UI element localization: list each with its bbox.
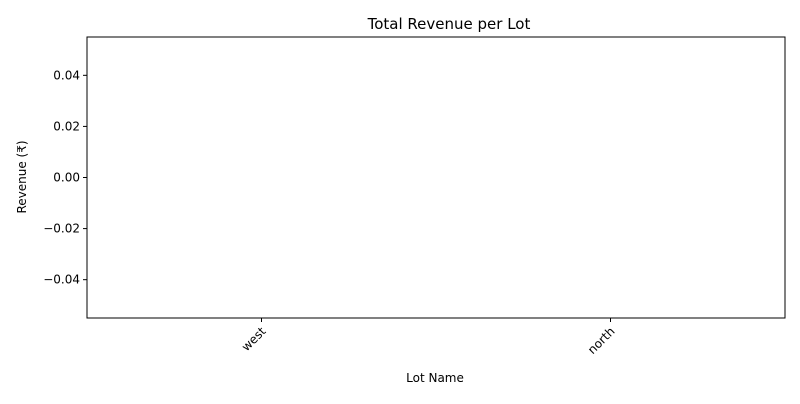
x-axis: west north: [239, 318, 618, 357]
y-tick-label: −0.02: [43, 222, 80, 236]
y-tick-label: 0.02: [53, 119, 80, 133]
plot-area: [86, 36, 786, 319]
y-axis-label: Revenue (₹): [15, 140, 29, 213]
plot-frame: [86, 36, 786, 319]
y-tick-label: −0.04: [43, 273, 80, 287]
x-axis-label: Lot Name: [406, 371, 464, 385]
y-tick-label: 0.00: [53, 171, 80, 185]
x-tick-label: west: [239, 324, 269, 354]
y-axis: −0.04 −0.02 0.00 0.02 0.04: [43, 68, 87, 287]
chart-title: Total Revenue per Lot: [367, 15, 531, 33]
x-tick-label: north: [585, 324, 618, 357]
y-tick-label: 0.04: [53, 68, 80, 82]
